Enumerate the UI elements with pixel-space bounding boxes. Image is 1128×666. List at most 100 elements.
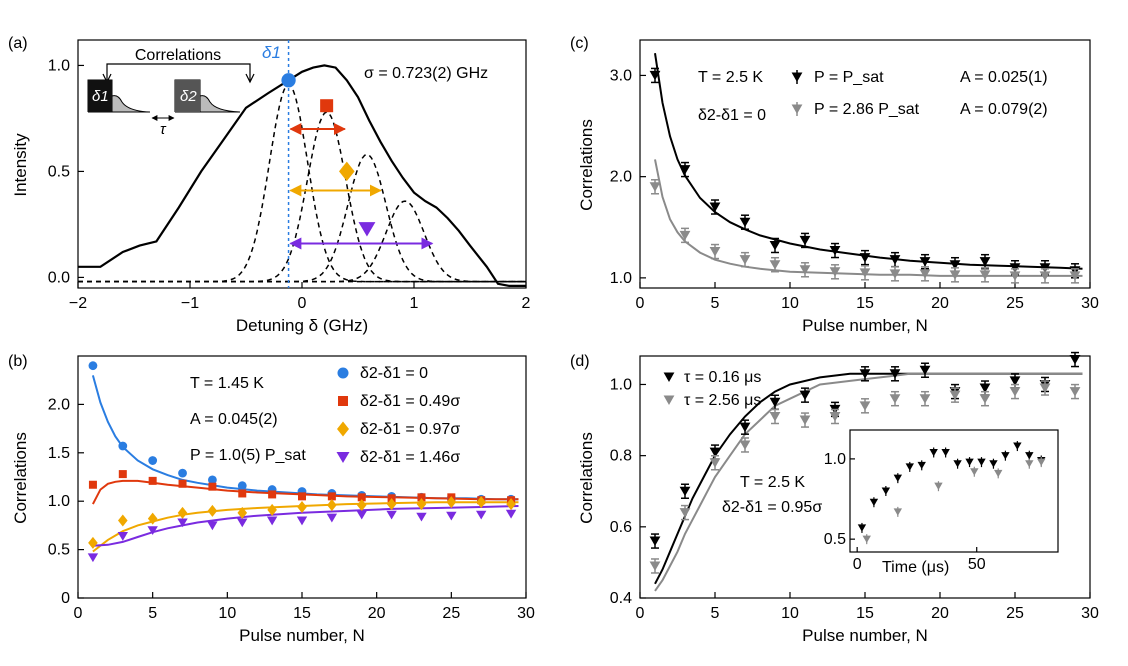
schematic-arrow-right — [245, 73, 255, 84]
data-point — [919, 269, 931, 279]
panel-b-annotation-2: A = 0.045(2) — [190, 411, 278, 428]
x-tick-label: 25 — [1006, 605, 1024, 622]
inset-x-tick-label: 50 — [968, 556, 986, 573]
panel-b-label: (b) — [8, 353, 28, 370]
data-point — [919, 394, 931, 404]
inset-data-point — [857, 524, 867, 532]
panel-d-annotation-2: δ2-δ1 = 0.95σ — [722, 499, 822, 516]
schematic-title: Correlations — [135, 47, 221, 64]
legend-marker — [338, 396, 348, 406]
data-point — [296, 516, 308, 526]
inset-data-point — [994, 469, 1003, 478]
data-point — [979, 383, 991, 393]
legend-marker — [663, 372, 675, 382]
data-point — [88, 480, 97, 489]
data-point — [1069, 271, 1081, 281]
data-point — [679, 230, 691, 241]
gaussian-curve — [78, 83, 526, 283]
inset-data-point — [970, 468, 979, 476]
data-point — [148, 476, 157, 485]
data-point — [829, 267, 841, 277]
x-tick-label: 0 — [74, 605, 83, 622]
panel-d-x-label: Pulse number, N — [802, 626, 928, 645]
data-point — [178, 479, 187, 488]
pulse-1-label: δ1 — [92, 88, 109, 105]
data-point — [1039, 383, 1051, 393]
data-point — [859, 401, 871, 411]
circle-marker — [281, 73, 296, 88]
panel-c-plot-area — [649, 53, 1083, 284]
data-point — [1069, 387, 1081, 397]
inset-data-point — [905, 463, 914, 471]
panel-c-x-label: Pulse number, N — [802, 316, 928, 335]
data-point — [859, 268, 871, 278]
data-point — [476, 496, 486, 509]
data-point — [327, 492, 336, 501]
data-point — [739, 217, 751, 228]
data-point — [799, 235, 811, 246]
data-point — [919, 365, 931, 376]
inset-data-point — [953, 460, 962, 468]
data-point — [1039, 263, 1051, 273]
fit-curve — [654, 372, 1083, 585]
data-point — [949, 270, 961, 280]
pulse-2-label: δ2 — [180, 88, 197, 105]
x-tick-label: 10 — [781, 295, 799, 312]
inset-data-point — [989, 460, 998, 468]
y-tick-label: 2.0 — [610, 169, 632, 186]
data-point — [739, 255, 751, 265]
data-point — [889, 394, 901, 404]
data-point — [148, 456, 158, 465]
data-point — [949, 390, 961, 401]
inset-data-point — [869, 498, 879, 507]
legend-marker — [337, 367, 349, 379]
data-point — [267, 503, 277, 516]
y-tick-label: 0.8 — [610, 448, 632, 465]
panel-b-ticks: 0 5 10 15 20 25 30 0 0.5 1.0 1.5 2.0 — [48, 396, 535, 622]
data-point — [829, 246, 841, 256]
gaussian-curve — [78, 153, 526, 283]
data-point — [118, 470, 127, 479]
data-point — [769, 240, 781, 251]
x-tick-label: 10 — [218, 605, 236, 622]
data-point — [829, 412, 841, 422]
data-point — [979, 257, 991, 267]
inset-data-point — [1001, 452, 1010, 460]
panel-a-label: (a) — [8, 35, 28, 52]
data-point — [709, 247, 721, 257]
x-tick-label: 0 — [636, 605, 645, 622]
panel-d-annotation-1: T = 2.5 K — [740, 474, 805, 491]
inset-data-point — [941, 448, 950, 457]
data-point — [709, 447, 721, 458]
x-tick-label: 30 — [517, 605, 535, 622]
y-tick-label: 1.0 — [610, 376, 632, 393]
y-tick-label: 0.4 — [610, 590, 632, 607]
legend-label: P = 2.86 P_sat — [814, 101, 920, 118]
data-point — [386, 498, 397, 511]
data-point — [649, 182, 661, 192]
data-point — [919, 257, 931, 267]
data-point — [266, 516, 278, 526]
data-point — [238, 489, 247, 498]
data-point — [679, 165, 691, 175]
data-point — [268, 490, 277, 499]
data-point — [476, 510, 487, 520]
legend-amplitude: A = 0.079(2) — [960, 101, 1048, 118]
data-point — [1009, 263, 1021, 273]
data-point — [88, 361, 98, 371]
data-point — [1009, 376, 1021, 386]
panel-b-y-label: Correlations — [11, 432, 30, 524]
data-point — [446, 496, 457, 509]
panel-b: (b) 0 5 10 15 20 25 30 0 0.5 1.0 1.5 2.0 Pulse numb… — [8, 353, 535, 645]
data-point — [327, 499, 337, 512]
x-tick-label: 20 — [368, 605, 386, 622]
data-point — [739, 422, 751, 433]
data-point — [416, 498, 427, 511]
panel-c-y-label: Correlations — [577, 119, 596, 211]
panel-a-ticks: −2 −1 0 1 2 0.0 0.5 1.0 — [48, 57, 531, 312]
data-point — [147, 526, 158, 536]
inset-plot-area: 0 50 0.5 1.0 — [824, 441, 1046, 573]
x-tick-label: 20 — [931, 605, 949, 622]
y-tick-label: 1.0 — [610, 270, 632, 287]
